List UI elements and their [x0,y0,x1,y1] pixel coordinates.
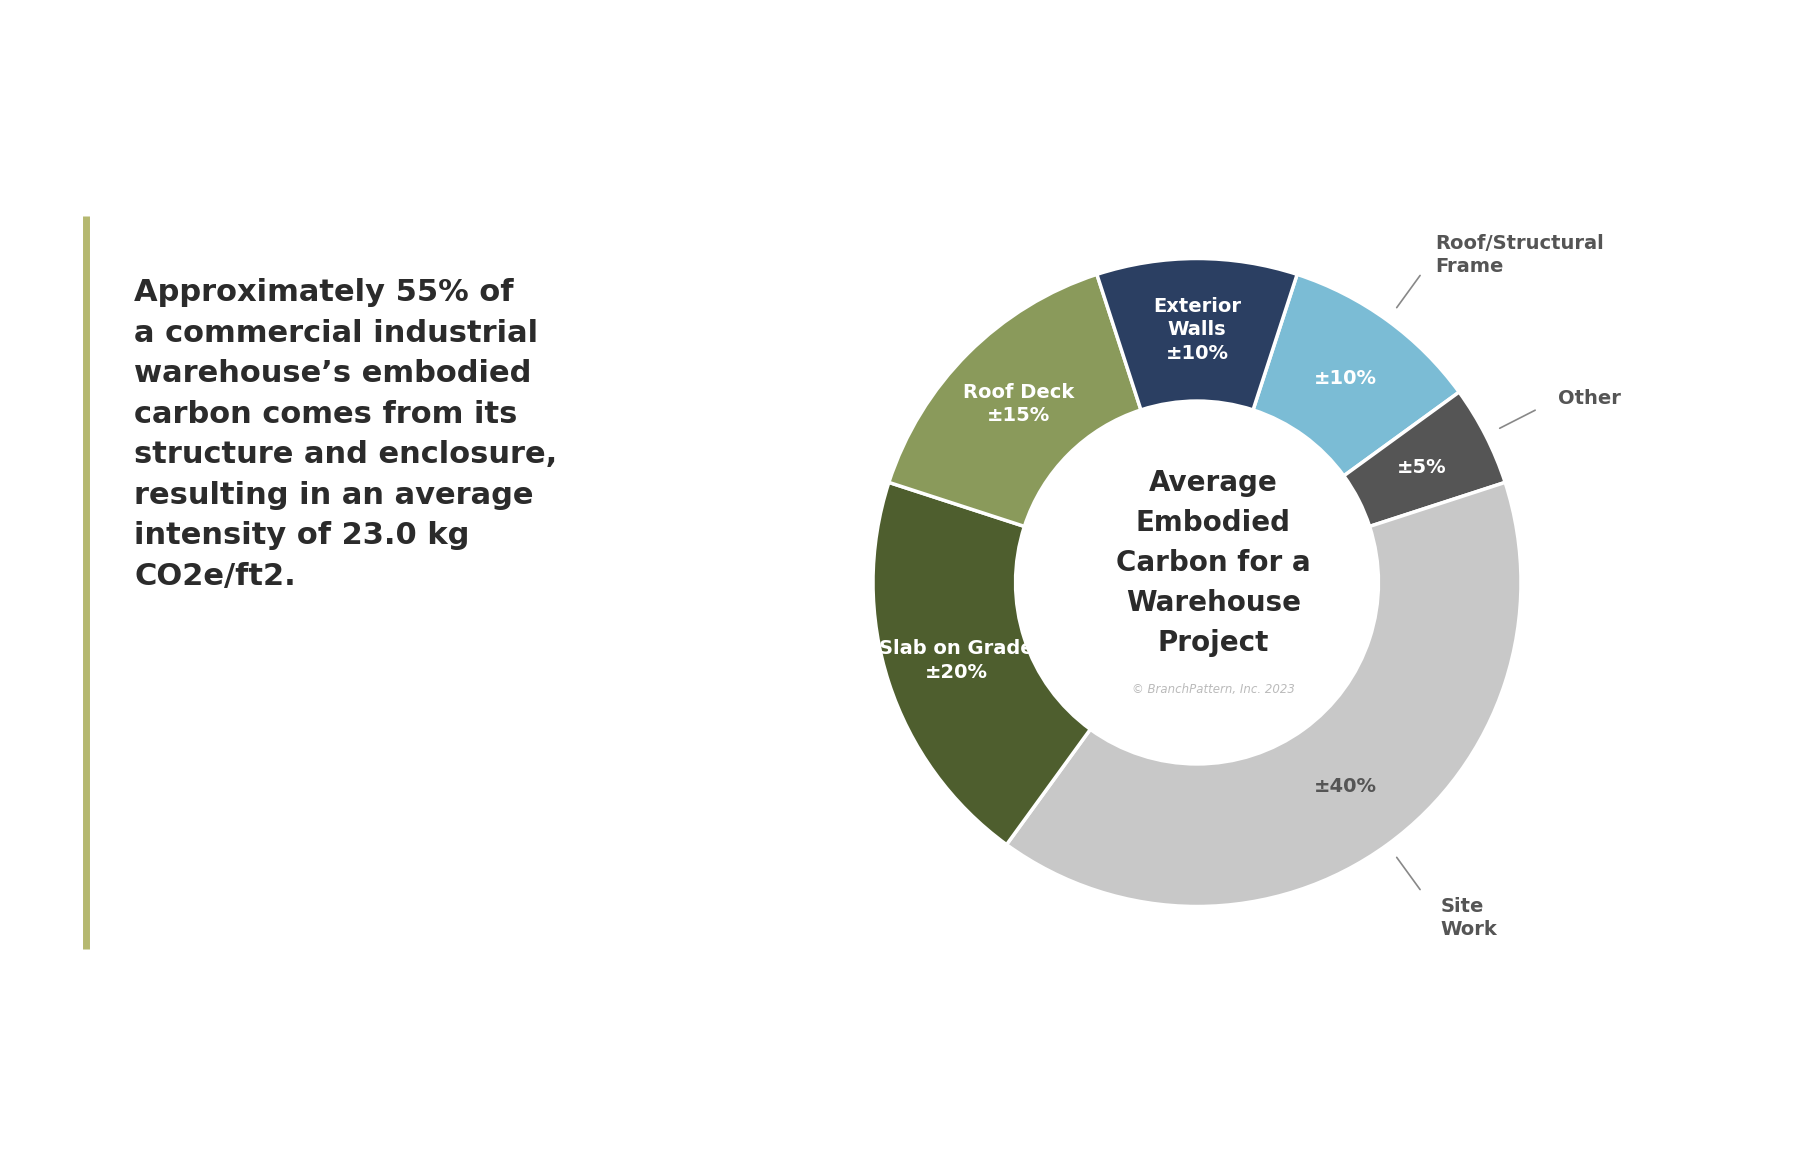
Wedge shape [873,482,1091,845]
Text: Roof/Structural
Frame: Roof/Structural Frame [1435,234,1604,276]
Wedge shape [1096,259,1298,410]
Text: ±5%: ±5% [1397,458,1447,478]
Text: © BranchPattern, Inc. 2023: © BranchPattern, Inc. 2023 [1132,683,1294,696]
Text: ±10%: ±10% [1314,368,1377,388]
Text: Average
Embodied
Carbon for a
Warehouse
Project: Average Embodied Carbon for a Warehouse … [1116,468,1310,657]
Text: ±40%: ±40% [1314,777,1377,797]
Text: Approximately 55% of
a commercial industrial
warehouse’s embodied
carbon comes f: Approximately 55% of a commercial indust… [135,278,558,591]
Text: Exterior
Walls
±10%: Exterior Walls ±10% [1154,297,1240,362]
Text: Site
Work: Site Work [1440,897,1498,939]
Wedge shape [1253,275,1460,475]
Wedge shape [1006,482,1521,906]
Text: Other: Other [1557,389,1620,408]
Text: Roof Deck
±15%: Roof Deck ±15% [963,382,1075,425]
Text: Slab on Grade
±20%: Slab on Grade ±20% [880,640,1033,682]
Wedge shape [1345,393,1505,527]
Wedge shape [889,275,1141,527]
